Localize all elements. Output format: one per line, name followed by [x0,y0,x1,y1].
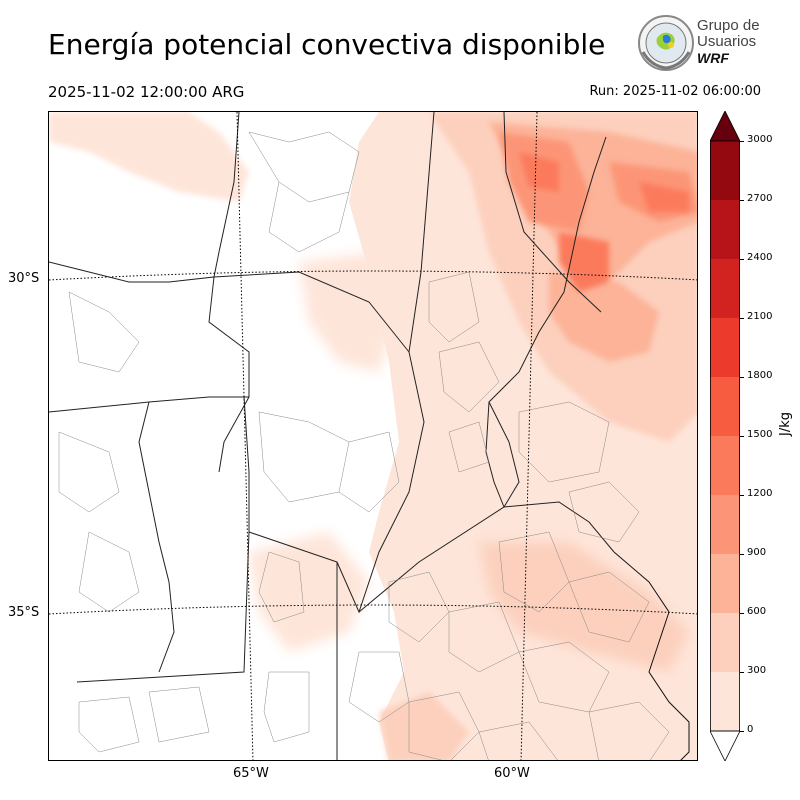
logo-line-2: Usuarios [697,33,757,50]
colorbar-segment [710,259,740,318]
run-time: Run: 2025-11-02 06:00:00 [589,84,761,99]
globe-emblem-icon [638,15,694,71]
colorbar-tick-mark [740,318,744,319]
province-boundaries [49,112,615,760]
colorbar-segment [710,200,740,259]
colorbar-tick-mark [740,377,744,378]
lat-label-35s: 35°S [8,605,40,620]
logo-line-3: WRF [697,50,729,66]
lon-label-65w: 65°W [233,766,269,781]
colorbar-tick-label: 1200 [747,488,773,499]
colorbar [710,111,740,761]
colorbar-segment [710,141,740,200]
colorbar-tick-label: 600 [747,606,767,617]
colorbar-tick-label: 300 [747,665,767,676]
colorbar-tick-label: 2400 [747,252,773,263]
colorbar-tick-mark [740,731,744,732]
colorbar-extend-max [710,111,740,142]
colorbar-segment [710,377,740,436]
colorbar-tick-mark [740,259,744,260]
coastline [613,551,690,760]
colorbar-tick-label: 0 [747,724,754,735]
colorbar-tick-mark [740,141,744,142]
valid-time: 2025-11-02 12:00:00 ARG [48,83,245,101]
colorbar-frame [710,140,740,732]
colorbar-segment [710,495,740,554]
colorbar-segment [710,436,740,495]
colorbar-segment [710,672,740,731]
cape-shading-high [499,132,697,292]
colorbar-tick-mark [740,672,744,673]
colorbar-tick-label: 1500 [747,429,773,440]
colorbar-tick-label: 900 [747,547,767,558]
colorbar-tick-label: 3000 [747,134,773,145]
colorbar-tick-mark [740,613,744,614]
wrf-group-logo: Grupo de Usuarios WRF [637,14,762,74]
colorbar-extend-min [710,730,740,761]
graticule [49,112,697,760]
colorbar-segment [710,554,740,613]
colorbar-segment [710,613,740,672]
logo-line-1: Grupo de [697,17,760,34]
department-boundaries [58,131,670,760]
colorbar-tick-label: 1800 [747,370,773,381]
map-title: Energía potencial convectiva disponible [48,28,606,61]
colorbar-tick-mark [740,436,744,437]
colorbar-tick-mark [740,554,744,555]
lat-label-30s: 30°S [8,271,40,286]
colorbar-unit-label: J/kg [778,412,793,436]
cape-map-canvas [49,112,697,760]
colorbar-tick-mark [740,200,744,201]
cape-map [48,111,698,761]
colorbar-tick-label: 2700 [747,193,773,204]
colorbar-tick-mark [740,495,744,496]
lon-label-60w: 60°W [494,766,530,781]
colorbar-segment [710,318,740,377]
colorbar-tick-label: 2100 [747,311,773,322]
